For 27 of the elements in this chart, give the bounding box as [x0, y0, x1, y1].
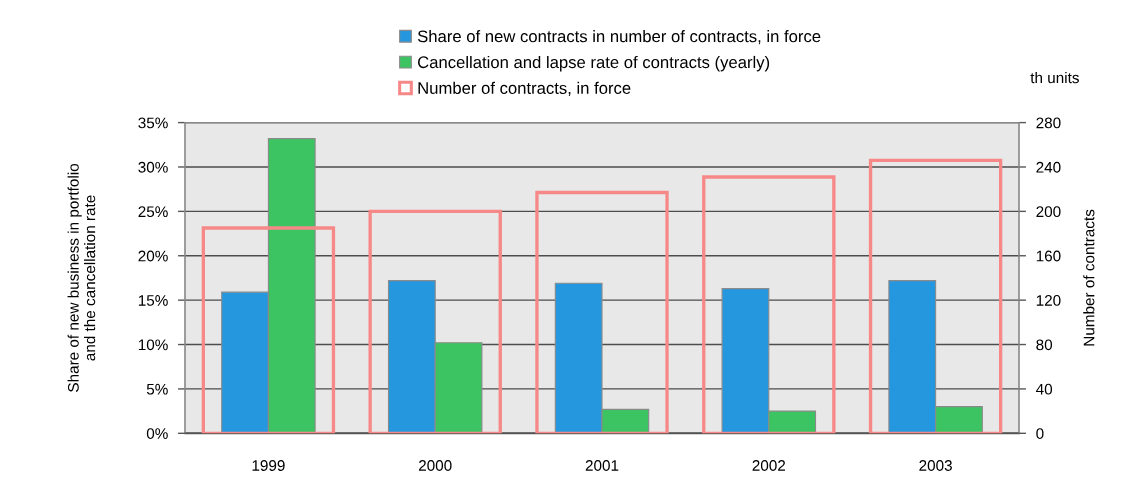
text: th units	[1030, 71, 1079, 84]
legend-label: Number of contracts, in force	[418, 81, 631, 96]
y2-tick-label: 280	[1036, 117, 1061, 129]
y2-axis-title: Number of contracts	[1083, 209, 1095, 346]
y2-tick-label: 0	[1036, 428, 1044, 439]
y-tick-label: 30%	[138, 161, 168, 173]
y-tick-label: 25%	[138, 206, 168, 218]
y-axis-title: Share of new business in portfolio and the cancellation rate	[67, 163, 96, 392]
y2-tick-label: 40	[1036, 383, 1053, 395]
y2-tick-label: 120	[1036, 295, 1061, 306]
y-tick-label: 20%	[138, 250, 168, 262]
y2-tick-label: 200	[1036, 206, 1061, 218]
legend-label: Cancellation and lapse rate of contracts (yearly)	[418, 55, 770, 72]
y-tick-label: 15%	[138, 295, 168, 306]
y-tick-label: 10%	[138, 339, 168, 351]
x-tick-label: 2003	[919, 460, 952, 471]
y-tick-label: 0%	[146, 428, 168, 439]
legend-label: Share of new contracts in number of contracts, in force	[417, 30, 821, 45]
x-tick-label: 2000	[418, 460, 452, 471]
y2-tick-label: 80	[1036, 339, 1053, 351]
y2-tick-label: 240	[1036, 161, 1061, 173]
x-tick-label: 2001	[585, 460, 619, 471]
x-tick-label: 1999	[252, 460, 285, 471]
x-tick-label: 2002	[752, 460, 786, 471]
y2-tick-label: 160	[1036, 250, 1061, 262]
y-tick-label: 35%	[138, 117, 168, 129]
y-tick-label: 5%	[146, 383, 168, 395]
